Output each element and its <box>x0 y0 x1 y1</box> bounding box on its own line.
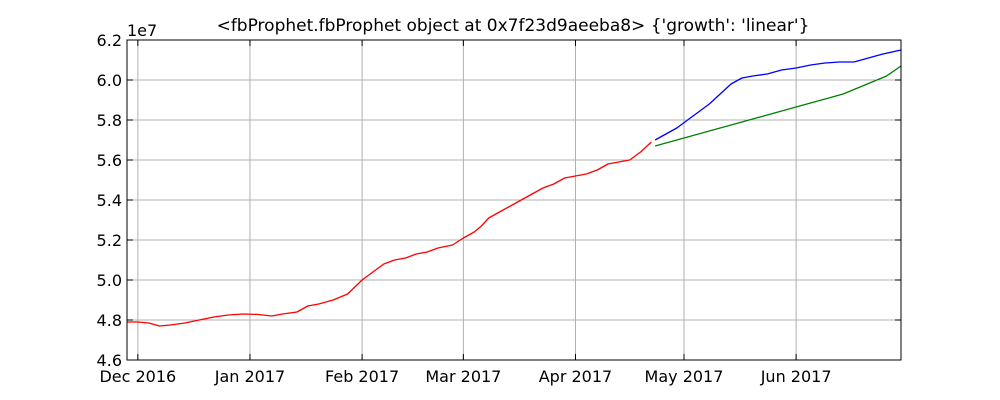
y-tick-label: 6.0 <box>97 71 122 90</box>
y-scale-note: 1e7 <box>127 21 157 40</box>
series-line-0 <box>127 141 652 327</box>
x-tick-label: Jan 2017 <box>214 367 285 386</box>
y-tick-labels: 4.6 4.8 5.0 5.2 5.4 5.6 5.8 6.0 6.2 <box>97 31 122 370</box>
y-tick-label: 5.6 <box>97 151 122 170</box>
x-tick-label: Feb 2017 <box>325 367 399 386</box>
y-tick-label: 6.2 <box>97 31 122 50</box>
series-layer <box>127 49 902 327</box>
x-tick-label: Dec 2016 <box>99 367 176 386</box>
series-line-2 <box>654 65 902 147</box>
series-line-1 <box>654 49 902 141</box>
x-tick-label: Mar 2017 <box>425 367 501 386</box>
axis-ticks <box>127 39 901 361</box>
x-tick-label: Jun 2017 <box>760 367 832 386</box>
y-tick-label: 5.4 <box>97 191 122 210</box>
chart-title: <fbProphet.fbProphet object at 0x7f23d9a… <box>217 16 810 36</box>
y-tick-label: 5.0 <box>97 271 122 290</box>
grid-lines <box>127 39 901 361</box>
y-tick-label: 5.8 <box>97 111 122 130</box>
y-tick-label: 4.8 <box>97 311 122 330</box>
x-tick-label: May 2017 <box>645 367 724 386</box>
x-tick-labels: Dec 2016 Jan 2017 Feb 2017 Mar 2017 Apr 2017… <box>99 367 831 386</box>
y-tick-label: 4.6 <box>97 351 122 370</box>
y-tick-label: 5.2 <box>97 231 122 250</box>
x-tick-label: Apr 2017 <box>539 367 612 386</box>
